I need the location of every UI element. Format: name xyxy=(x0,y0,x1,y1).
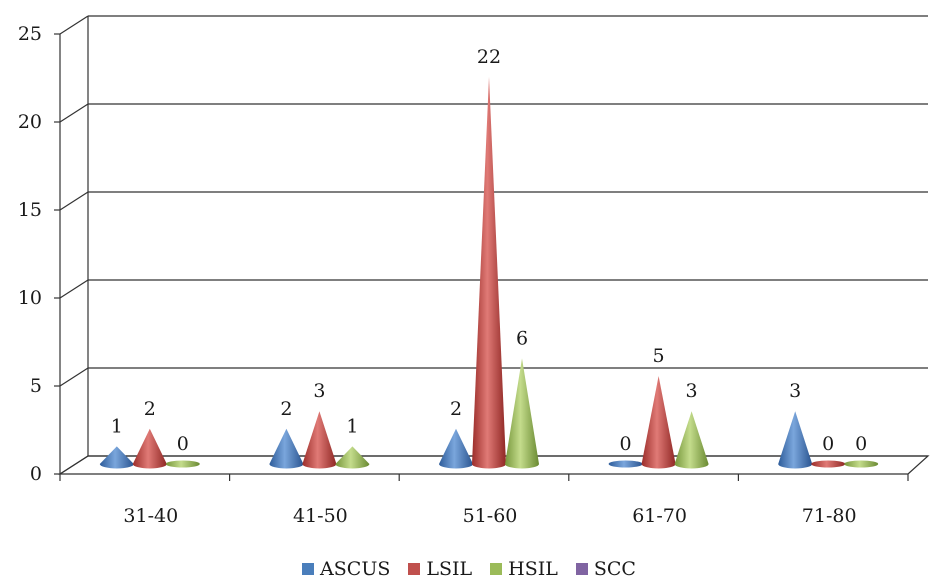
gridlines xyxy=(59,15,928,475)
data-label-HSIL-61-70: 3 xyxy=(686,380,698,402)
x-tick-label-41-50: 41-50 xyxy=(293,505,348,527)
cone-HSIL-41-50 xyxy=(335,446,370,469)
legend-swatch-lsil xyxy=(408,563,421,575)
side-gridline-25 xyxy=(59,15,89,35)
data-label-LSIL-61-70: 5 xyxy=(653,345,665,367)
data-label-HSIL-31-40: 0 xyxy=(177,433,189,455)
cone-ASCUS-41-50 xyxy=(269,428,304,469)
cone-HSIL-51-60 xyxy=(505,358,539,469)
cone-HSIL-61-70 xyxy=(674,411,709,469)
x-tick-label-71-80: 71-80 xyxy=(802,505,857,527)
cone-HSIL-71-80 xyxy=(844,460,879,468)
legend-label-lsil: LSIL xyxy=(426,558,473,580)
cone-ASCUS-71-80 xyxy=(778,411,813,469)
y-tick-label-15: 15 xyxy=(18,199,42,221)
data-label-LSIL-31-40: 2 xyxy=(144,398,156,420)
y-tick-label-5: 5 xyxy=(30,375,42,397)
side-gridline-15 xyxy=(59,191,89,211)
data-label-HSIL-51-60: 6 xyxy=(516,327,528,349)
y-tick-label-10: 10 xyxy=(18,287,42,309)
data-marks xyxy=(99,76,879,469)
side-gridline-10 xyxy=(59,279,89,299)
legend-swatch-scc xyxy=(575,563,588,575)
legend-label-ascus: ASCUS xyxy=(320,558,391,580)
y-tick-label-20: 20 xyxy=(18,111,42,133)
cone-ASCUS-61-70 xyxy=(608,460,643,468)
data-label-HSIL-41-50: 1 xyxy=(346,415,358,437)
legend-swatch-ascus xyxy=(302,563,315,575)
side-gridline-20 xyxy=(59,103,89,123)
side-gridline-5 xyxy=(59,367,89,387)
legend: ASCUS LSIL HSIL SCC xyxy=(0,558,938,580)
cone-LSIL-41-50 xyxy=(302,411,337,469)
cone-LSIL-31-40 xyxy=(132,428,167,469)
legend-item-ascus: ASCUS xyxy=(302,558,390,580)
data-label-ASCUS-71-80: 3 xyxy=(789,380,801,402)
data-label-ASCUS-41-50: 2 xyxy=(280,398,292,420)
cone-LSIL-71-80 xyxy=(811,460,846,468)
legend-item-hsil: HSIL xyxy=(490,558,558,580)
cone-ASCUS-51-60 xyxy=(439,428,473,469)
data-label-ASCUS-61-70: 0 xyxy=(620,433,632,455)
x-tick-label-51-60: 51-60 xyxy=(463,505,518,527)
x-tick-label-61-70: 61-70 xyxy=(632,505,687,527)
data-label-HSIL-71-80: 0 xyxy=(855,433,867,455)
cone-ASCUS-31-40 xyxy=(99,446,134,469)
floor xyxy=(57,455,930,475)
legend-item-lsil: LSIL xyxy=(408,558,472,580)
legend-item-scc: SCC xyxy=(575,558,636,580)
data-label-ASCUS-31-40: 1 xyxy=(111,415,123,437)
legend-label-hsil: HSIL xyxy=(508,558,558,580)
x-tick-label-31-40: 31-40 xyxy=(123,505,178,527)
y-tick-label-25: 25 xyxy=(18,23,42,45)
legend-swatch-hsil xyxy=(490,563,503,575)
data-label-LSIL-51-60: 22 xyxy=(477,46,501,68)
cone-LSIL-61-70 xyxy=(641,376,676,469)
y-tick-label-0: 0 xyxy=(30,463,42,485)
cone-HSIL-31-40 xyxy=(165,460,200,468)
cone-LSIL-51-60 xyxy=(472,76,506,469)
data-label-LSIL-71-80: 0 xyxy=(822,433,834,455)
legend-label-scc: SCC xyxy=(593,558,636,580)
data-label-LSIL-41-50: 3 xyxy=(313,380,325,402)
data-label-ASCUS-51-60: 2 xyxy=(450,398,462,420)
